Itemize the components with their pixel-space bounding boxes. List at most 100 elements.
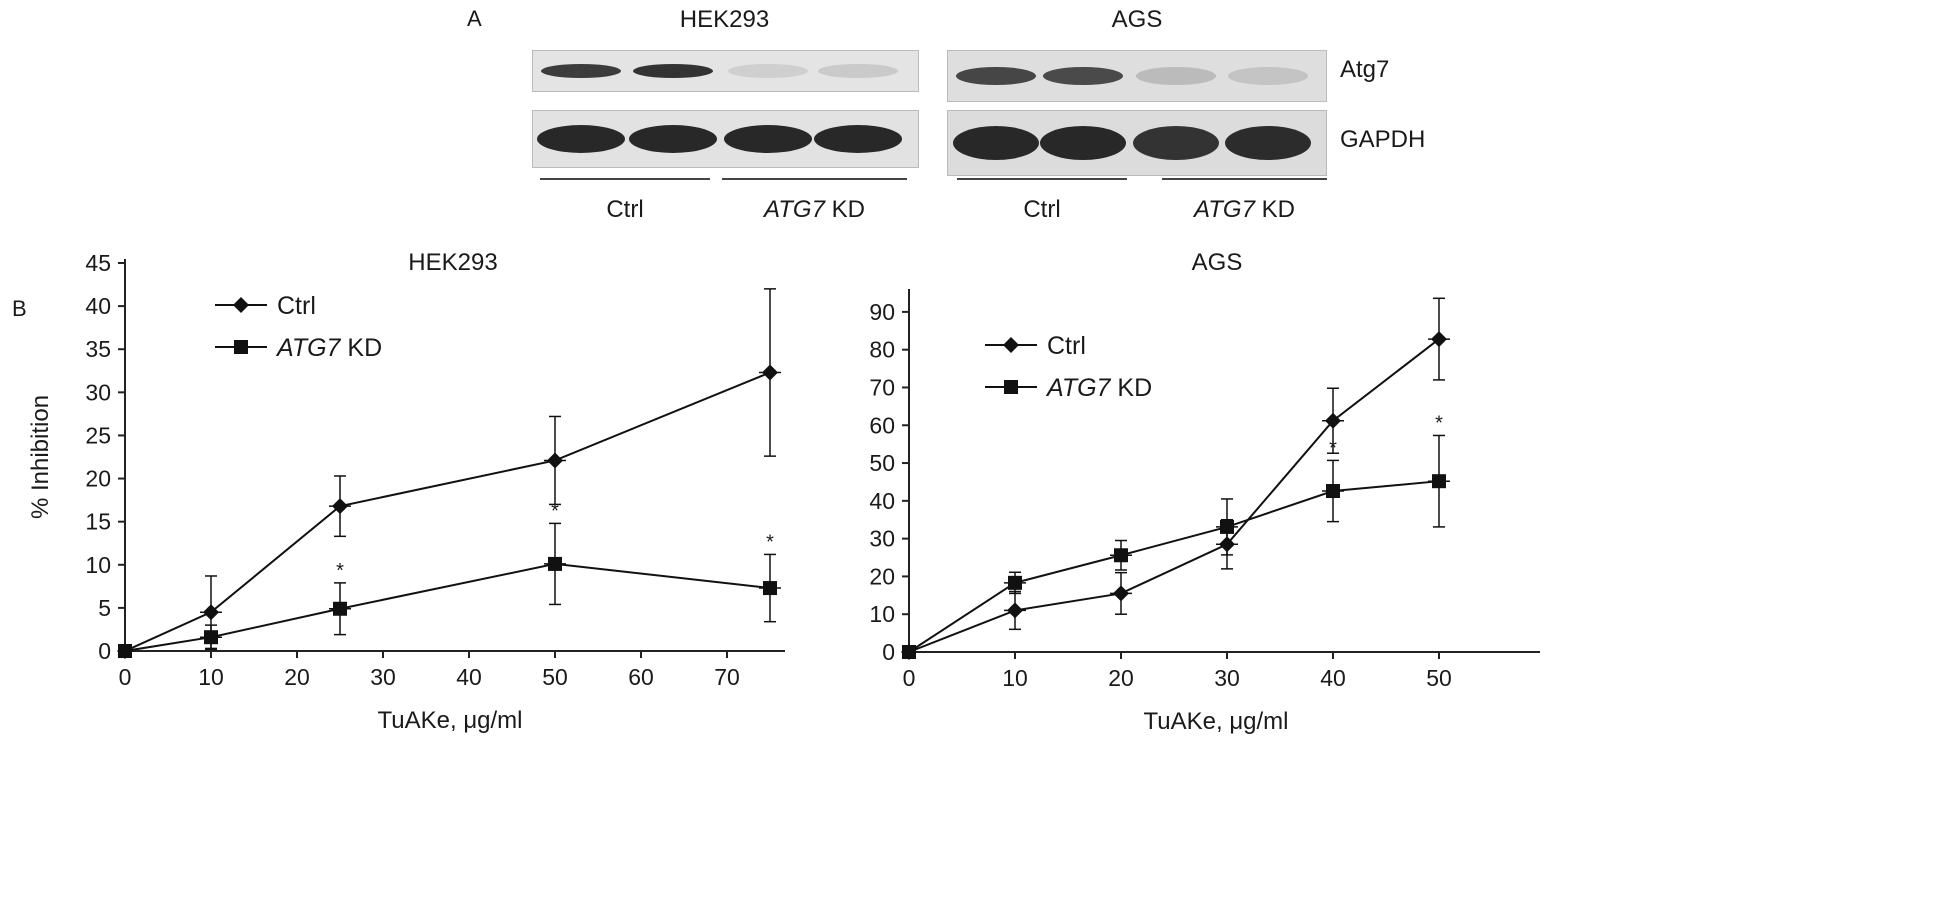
atg7-bands — [956, 67, 1308, 85]
data-point-atg7-kd — [1432, 474, 1446, 489]
x-tick-label: 10 — [198, 664, 224, 690]
atg7-band-lane-2 — [1043, 67, 1123, 85]
data-point-atg7-kd — [118, 644, 132, 658]
atg7-blot-strip — [532, 50, 919, 92]
group-label-italic: ATG7 — [1194, 196, 1255, 223]
x-tick-label: 30 — [1214, 665, 1240, 691]
y-tick-label: 50 — [869, 450, 895, 476]
data-point-ctrl — [203, 604, 219, 621]
y-tick-label: 60 — [869, 412, 895, 438]
x-tick-label: 60 — [628, 664, 654, 690]
legend-marker-square — [234, 340, 248, 354]
y-tick-label: 10 — [85, 552, 111, 578]
chart-hek293: 0 5 10 15 20 25 30 35 40 45 0 10 20 30 40 50 60 70 HEK293 T… — [27, 249, 785, 734]
group-line-kd — [722, 178, 907, 180]
data-point-atg7-kd — [333, 601, 347, 616]
legend-marker-square — [1004, 380, 1018, 394]
significance-marker: * — [1435, 412, 1443, 434]
y-tick-label: 20 — [869, 563, 895, 589]
y-tick-label: 90 — [869, 299, 895, 325]
atg7-band-lane-1 — [956, 67, 1036, 85]
y-tick-label: 10 — [869, 601, 895, 627]
x-tick-label: 40 — [456, 664, 482, 690]
y-axis-label: % Inhibition — [27, 395, 54, 519]
y-tick-label: 25 — [85, 422, 111, 448]
gapdh-band-lane-1 — [953, 126, 1039, 160]
group-line-ctrl — [957, 178, 1127, 180]
group-label-ctrl: Ctrl — [957, 196, 1127, 224]
x-tick-label: 50 — [1426, 665, 1452, 691]
gapdh-blot-strip — [947, 110, 1327, 176]
x-tick-label: 0 — [119, 664, 132, 690]
atg7-blot-strip — [947, 50, 1327, 102]
group-line-kd — [1162, 178, 1327, 180]
data-point-ctrl — [332, 498, 348, 515]
x-tick-label: 40 — [1320, 665, 1346, 691]
legend-label: ATG7 KD — [275, 334, 382, 362]
x-tick-label: 20 — [1108, 665, 1134, 691]
group-label-text: Ctrl — [606, 196, 644, 223]
data-point-ctrl — [1007, 602, 1023, 619]
legend-label-text: Ctrl — [277, 292, 316, 320]
legend-marker-diamond — [233, 297, 249, 313]
protein-label-atg7: Atg7 — [1340, 56, 1390, 83]
x-tick-label: 10 — [1002, 665, 1028, 691]
atg7-band-lane-4 — [818, 64, 898, 78]
blot-ags: AGS Ctrl ATG7 KD — [947, 6, 1327, 223]
chart-ags: 0 10 20 30 40 50 60 70 80 90 0 10 20 30 40 50 AGS TuAKe, … — [869, 249, 1540, 735]
x-tick-label: 70 — [714, 664, 740, 690]
series-line-ctrl — [908, 338, 1440, 653]
series-line-ctrl — [124, 371, 771, 652]
gapdh-band-lane-2 — [1040, 126, 1126, 160]
atg7-band-lane-3 — [728, 64, 808, 78]
atg7-bands — [541, 64, 898, 78]
chart-title: HEK293 — [408, 249, 497, 276]
y-tick-label: 70 — [869, 374, 895, 400]
blot-hek293: HEK293 Ctrl ATG7 KD — [532, 6, 919, 223]
blot-title: HEK293 — [679, 6, 770, 33]
legend-label-italic: ATG7 — [275, 334, 347, 362]
significance-marker: * — [1329, 437, 1337, 459]
x-axis-label: TuAKe, μg/ml — [1144, 708, 1289, 735]
y-tick-label: 40 — [869, 488, 895, 514]
x-axis-label: TuAKe, μg/ml — [378, 707, 523, 734]
x-tick-label: 20 — [284, 664, 310, 690]
data-point-ctrl — [762, 364, 778, 381]
data-point-atg7-kd — [1114, 548, 1128, 563]
data-point-atg7-kd — [1326, 484, 1340, 499]
group-label-ctrl: Ctrl — [540, 196, 710, 224]
significance-marker: * — [766, 531, 774, 553]
group-label-text: Ctrl — [1023, 196, 1061, 223]
group-label-kd: ATG7 KD — [1162, 196, 1327, 224]
data-point-atg7-kd — [1008, 575, 1022, 590]
y-tick-label: 45 — [85, 250, 111, 276]
y-tick-label: 35 — [85, 336, 111, 362]
blot-title: AGS — [1111, 6, 1163, 33]
gapdh-band-lane-4 — [1225, 126, 1311, 160]
data-point-atg7-kd — [763, 581, 777, 596]
gapdh-band-lane-2 — [629, 125, 717, 153]
gapdh-band-lane-1 — [537, 125, 625, 153]
legend-label: Ctrl — [1047, 332, 1086, 360]
panel-a-letter: A — [467, 6, 482, 31]
y-tick-label: 5 — [98, 595, 111, 621]
data-point-ctrl — [1325, 412, 1341, 429]
group-label-italic: ATG7 — [764, 196, 825, 223]
atg7-band-lane-3 — [1136, 67, 1216, 85]
y-tick-label: 30 — [85, 379, 111, 405]
gapdh-blot-strip — [532, 110, 919, 168]
legend-label-text: KD — [1117, 374, 1152, 402]
group-label-kd: ATG7 KD — [722, 196, 907, 224]
data-point-ctrl — [547, 452, 563, 469]
y-tick-label: 0 — [98, 638, 111, 664]
atg7-band-lane-1 — [541, 64, 621, 78]
legend-marker-diamond — [1003, 337, 1019, 353]
significance-marker: * — [336, 560, 344, 582]
group-label-text: KD — [1261, 196, 1295, 223]
gapdh-bands — [537, 125, 902, 153]
gapdh-band-lane-3 — [1133, 126, 1219, 160]
y-tick-label: 30 — [869, 526, 895, 552]
series-line-atg7-kd — [908, 480, 1440, 653]
legend-label-italic: ATG7 — [1045, 374, 1117, 402]
data-point-atg7-kd — [1220, 519, 1234, 534]
